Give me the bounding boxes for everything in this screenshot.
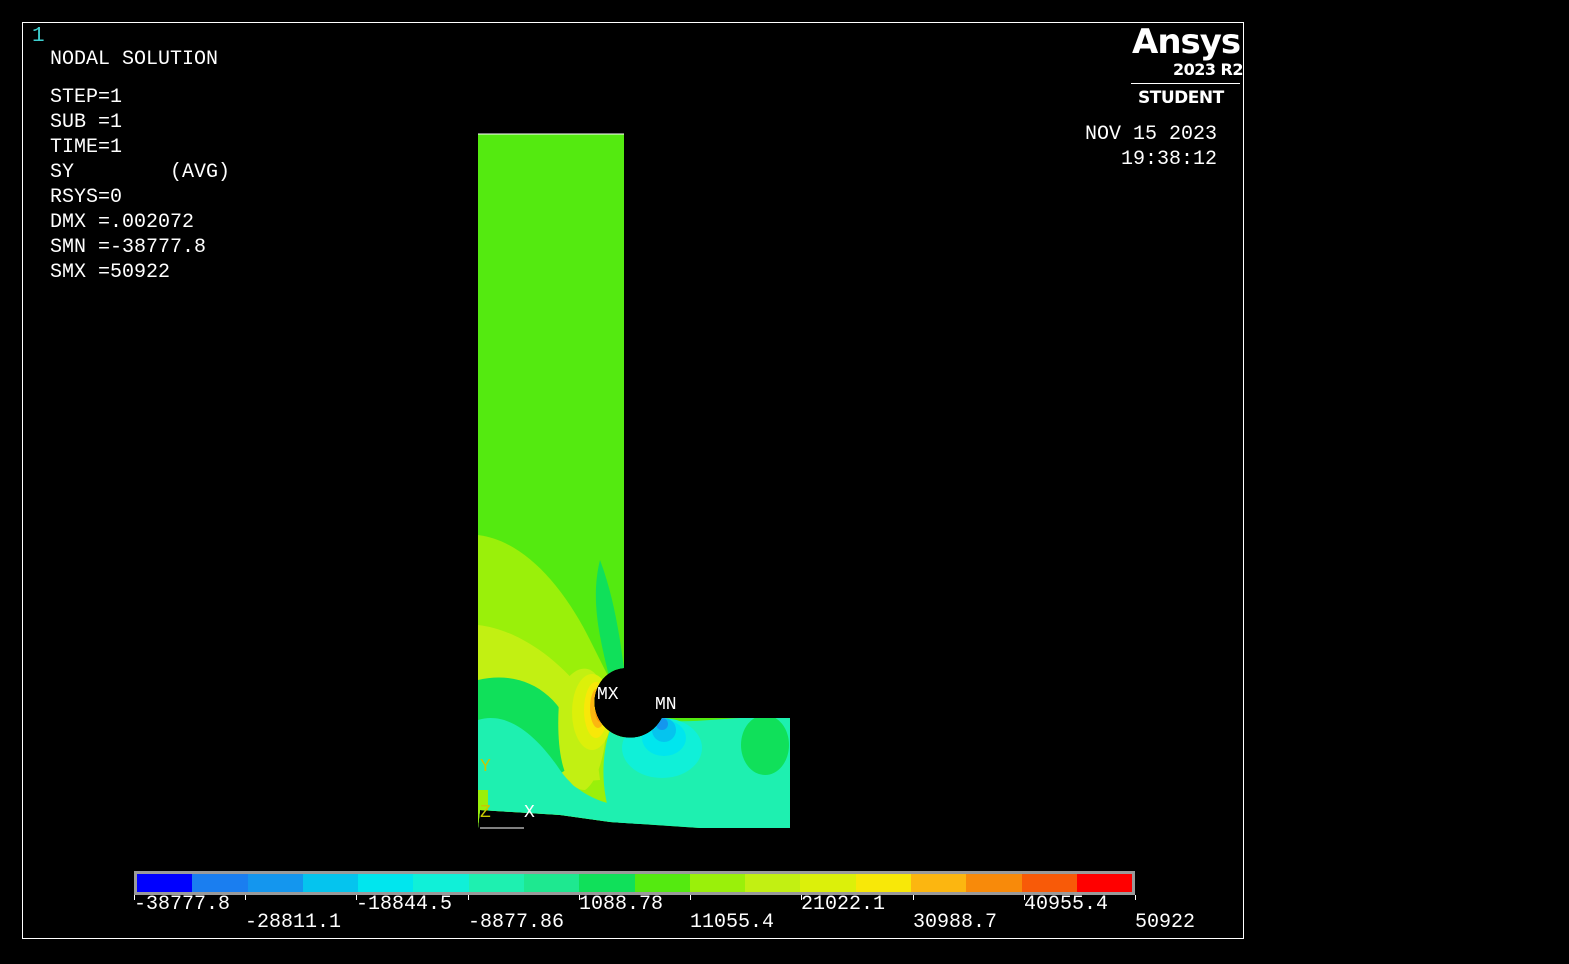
legend-swatch xyxy=(1076,874,1133,892)
legend-tick-mark xyxy=(690,895,691,900)
axis-y-label: Y xyxy=(480,757,491,777)
axis-x-label: X xyxy=(524,803,535,823)
legend-tick-mark xyxy=(913,895,914,900)
info-dmx: DMX =.002072 xyxy=(50,211,195,234)
logo-divider xyxy=(1131,83,1240,84)
legend-tick-label: -18844.5 xyxy=(356,893,453,916)
legend-swatch xyxy=(302,874,359,892)
legend-swatch xyxy=(468,874,524,892)
window-number: 1 xyxy=(32,25,45,48)
legend-tick-label: 40955.4 xyxy=(1024,893,1109,916)
plot-title: NODAL SOLUTION xyxy=(50,48,219,71)
legend-swatch xyxy=(800,874,856,892)
legend-swatch xyxy=(855,874,911,892)
ansys-logo: Ansys xyxy=(1132,22,1241,62)
graphics-window-frame xyxy=(22,22,1244,939)
info-step: STEP=1 xyxy=(50,86,123,109)
contour-legend-bar xyxy=(134,871,1135,895)
legend-tick-label: 1088.78 xyxy=(579,893,664,916)
legend-tick-label: 21022.1 xyxy=(801,893,886,916)
legend-tick-mark xyxy=(579,895,580,900)
legend-tick-label: 30988.7 xyxy=(913,911,998,934)
ansys-edition: STUDENT xyxy=(1138,88,1224,108)
legend-tick-label: -8877.86 xyxy=(468,911,565,934)
legend-swatch xyxy=(358,874,414,892)
legend-swatch xyxy=(247,874,303,892)
legend-swatch xyxy=(579,874,635,892)
plot-date: NOV 15 2023 xyxy=(1084,123,1217,146)
legend-tick-label: 50922 xyxy=(1135,911,1196,934)
legend-swatch xyxy=(413,874,469,892)
info-smn: SMN =-38777.8 xyxy=(50,236,207,259)
legend-tick-mark xyxy=(468,895,469,900)
legend-swatch xyxy=(966,874,1022,892)
legend-swatch xyxy=(634,874,690,892)
legend-tick-mark xyxy=(1024,895,1025,900)
max-marker: MX xyxy=(597,685,619,705)
info-component: SY (AVG) xyxy=(50,161,231,184)
info-sub: SUB =1 xyxy=(50,111,123,134)
legend-swatch xyxy=(137,874,193,892)
legend-tick-mark xyxy=(1135,895,1136,900)
legend-swatch xyxy=(523,874,580,892)
legend-tick-label: -38777.8 xyxy=(134,893,231,916)
info-time: TIME=1 xyxy=(50,136,123,159)
stress-contours xyxy=(478,134,790,828)
legend-swatch xyxy=(1021,874,1077,892)
info-smx: SMX =50922 xyxy=(50,261,171,284)
legend-swatch xyxy=(192,874,248,892)
legend-tick-mark xyxy=(134,895,135,900)
axis-z-label: Z xyxy=(480,803,491,823)
legend-tick-label: 11055.4 xyxy=(690,911,775,934)
info-rsys: RSYS=0 xyxy=(50,186,123,209)
legend-swatch xyxy=(745,874,801,892)
legend-swatch xyxy=(689,874,746,892)
min-marker: MN xyxy=(655,695,677,715)
legend-tick-mark xyxy=(245,895,246,900)
ansys-version: 2023 R2 xyxy=(1172,60,1244,79)
legend-tick-label: -28811.1 xyxy=(245,911,342,934)
legend-swatch xyxy=(910,874,967,892)
legend-tick-mark xyxy=(356,895,357,900)
plot-time: 19:38:12 xyxy=(1120,148,1217,171)
legend-tick-mark xyxy=(801,895,802,900)
